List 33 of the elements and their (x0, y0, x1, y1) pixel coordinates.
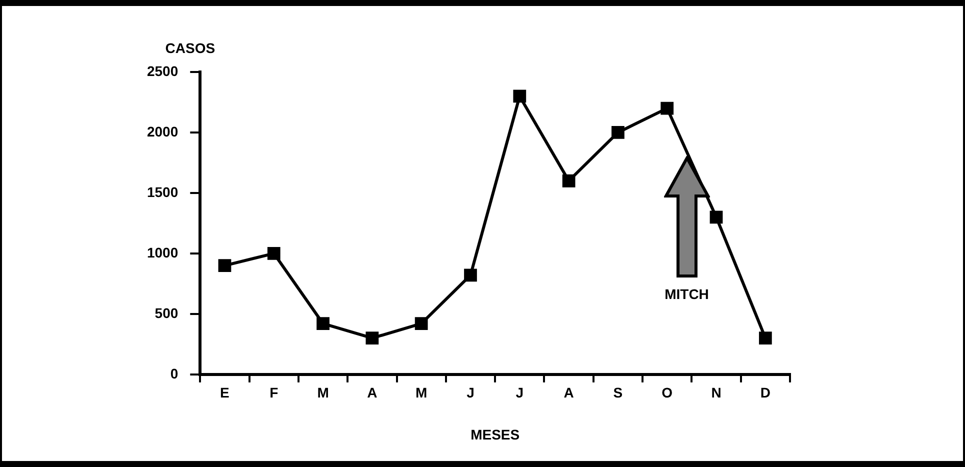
y-tick-label: 500 (154, 304, 178, 321)
x-tick-label: M (416, 384, 428, 401)
x-tick-label: E (220, 384, 230, 401)
point (513, 90, 526, 103)
point (612, 126, 624, 139)
x-tick-label: S (613, 384, 623, 401)
point (414, 317, 428, 330)
x-tick-label: J (516, 384, 524, 401)
x-tick-label: A (564, 384, 574, 401)
point (218, 259, 232, 272)
y-tick-label: 1000 (146, 244, 178, 260)
point (316, 317, 330, 330)
point (758, 332, 772, 345)
point (464, 268, 477, 282)
x-tick-label: N (711, 384, 722, 401)
x-tick-label: O (662, 384, 673, 401)
y-tick-label: 2000 (146, 123, 178, 140)
y-tick-label: 0 (170, 365, 178, 382)
point (267, 246, 280, 260)
x-tick-label: F (270, 384, 279, 401)
point (562, 174, 576, 188)
y-axis-title: CASOS (165, 40, 216, 56)
x-axis-title: MESES (470, 426, 520, 442)
annotation: MITCH (664, 286, 710, 302)
y-tick-label: 1500 (146, 184, 178, 200)
x-tick-label: D (760, 384, 770, 401)
point (366, 332, 379, 345)
x-tick-label: J (466, 384, 474, 401)
point (710, 210, 723, 224)
x-tick-label: M (317, 384, 329, 401)
y-tick-label: 2500 (146, 62, 178, 79)
x-tick-label: A (367, 384, 378, 401)
point (660, 102, 674, 115)
